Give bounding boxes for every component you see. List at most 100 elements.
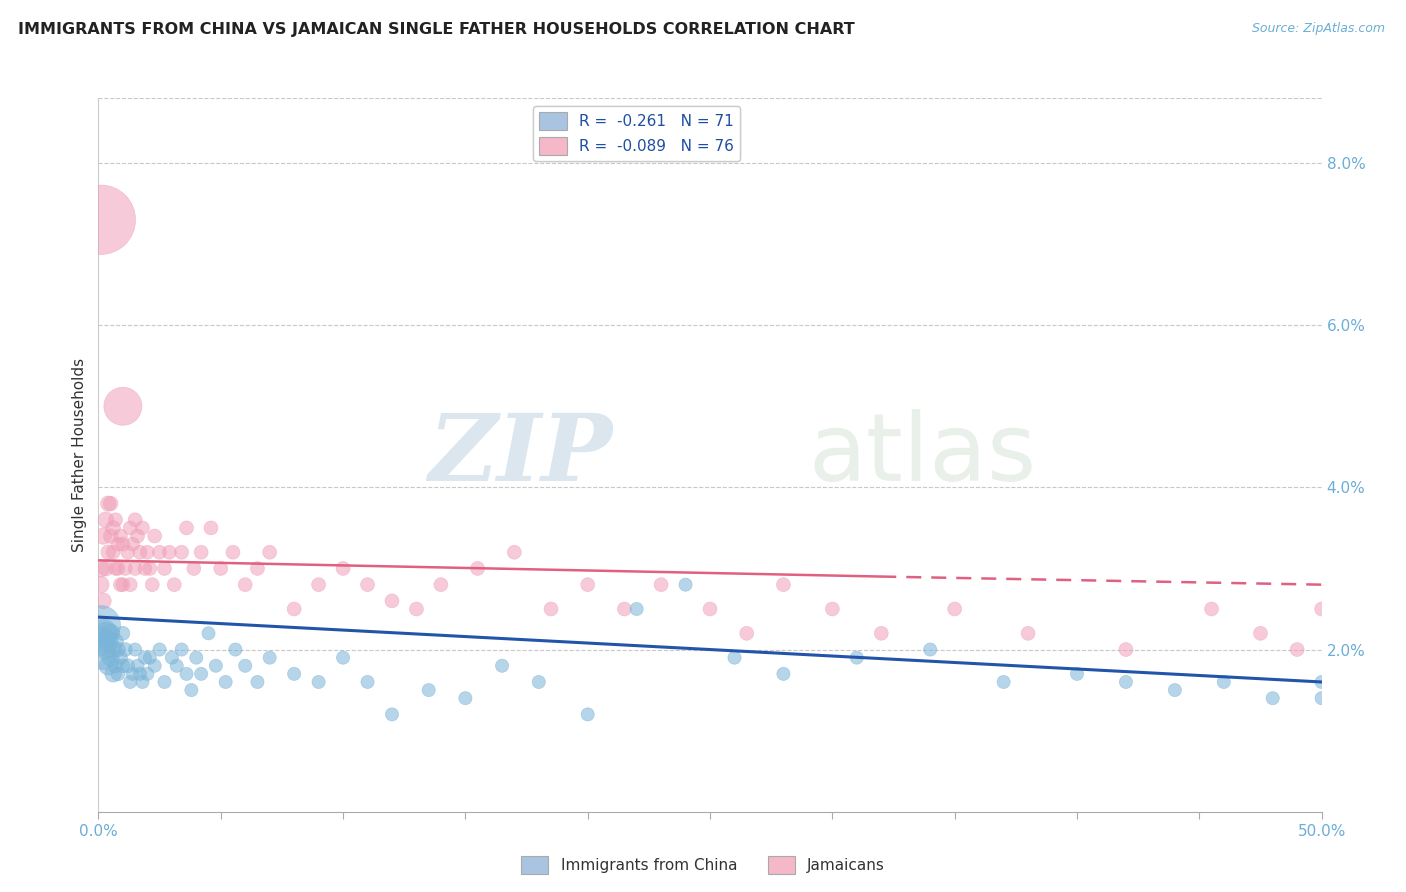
Point (821, 602, 844, 616)
Point (1017, 626, 1039, 640)
Point (104, 658, 127, 673)
Point (160, 650, 183, 665)
Point (100, 626, 122, 640)
Legend: Immigrants from China, Jamaicans: Immigrants from China, Jamaicans (515, 850, 891, 880)
Point (139, 650, 162, 665)
Point (308, 675, 330, 690)
Point (131, 675, 153, 690)
Point (131, 521, 153, 535)
Point (190, 545, 212, 559)
Point (111, 626, 134, 640)
Y-axis label: Single Father Households: Single Father Households (72, 358, 87, 552)
Point (101, 666, 124, 681)
Point (91, 650, 114, 665)
Point (141, 577, 163, 591)
Point (94, 626, 117, 640)
Point (576, 707, 599, 722)
Point (90, 618, 112, 632)
Point (104, 513, 127, 527)
Point (1164, 683, 1187, 698)
Point (1249, 626, 1271, 640)
Point (735, 626, 758, 640)
Point (1115, 675, 1137, 690)
Point (107, 537, 129, 551)
Point (97, 545, 120, 559)
Point (149, 545, 172, 559)
Legend: R =  -0.261   N = 71, R =  -0.089   N = 76: R = -0.261 N = 71, R = -0.089 N = 76 (533, 106, 740, 161)
Point (136, 545, 159, 559)
Point (143, 658, 166, 673)
Point (259, 650, 281, 665)
Point (136, 666, 159, 681)
Point (111, 577, 134, 591)
Point (650, 577, 672, 591)
Text: ZIP: ZIP (427, 410, 612, 500)
Point (100, 497, 122, 511)
Point (91, 626, 114, 640)
Text: atlas: atlas (808, 409, 1036, 501)
Point (176, 666, 198, 681)
Point (233, 658, 256, 673)
Point (186, 650, 208, 665)
Point (430, 577, 453, 591)
Point (540, 602, 562, 616)
Point (845, 650, 868, 665)
Point (1261, 691, 1284, 706)
Point (183, 561, 205, 575)
Point (111, 399, 134, 413)
Point (467, 561, 489, 575)
Point (259, 545, 281, 559)
Point (332, 561, 354, 575)
Point (134, 561, 156, 575)
Point (94, 642, 117, 657)
Point (100, 529, 122, 543)
Point (157, 545, 180, 559)
Point (101, 642, 124, 657)
Point (870, 626, 893, 640)
Point (101, 545, 124, 559)
Point (129, 666, 152, 681)
Text: IMMIGRANTS FROM CHINA VS JAMAICAN SINGLE FATHER HOUSEHOLDS CORRELATION CHART: IMMIGRANTS FROM CHINA VS JAMAICAN SINGLE… (18, 22, 855, 37)
Point (107, 642, 129, 657)
Point (283, 666, 305, 681)
Point (117, 545, 139, 559)
Point (1212, 675, 1234, 690)
Point (153, 675, 176, 690)
Point (675, 577, 697, 591)
Point (163, 577, 186, 591)
Point (197, 626, 219, 640)
Point (121, 537, 143, 551)
Text: Source: ZipAtlas.com: Source: ZipAtlas.com (1251, 22, 1385, 36)
Point (134, 650, 156, 665)
Point (491, 658, 513, 673)
Point (699, 602, 721, 616)
Point (111, 658, 134, 673)
Point (143, 529, 166, 543)
Point (626, 602, 648, 616)
Point (124, 513, 146, 527)
Point (91, 594, 114, 608)
Point (613, 602, 636, 616)
Point (308, 577, 330, 591)
Point (1310, 691, 1333, 706)
Point (121, 666, 143, 681)
Point (94, 561, 117, 575)
Point (993, 675, 1015, 690)
Point (176, 521, 198, 535)
Point (283, 602, 305, 616)
Point (1066, 666, 1088, 681)
Point (214, 675, 236, 690)
Point (97, 658, 120, 673)
Point (127, 529, 149, 543)
Point (943, 602, 966, 616)
Point (104, 561, 127, 575)
Point (97, 634, 120, 648)
Point (90, 561, 112, 575)
Point (205, 658, 228, 673)
Point (110, 650, 132, 665)
Point (120, 577, 142, 591)
Point (166, 658, 188, 673)
Point (180, 683, 202, 698)
Point (107, 561, 129, 575)
Point (576, 577, 599, 591)
